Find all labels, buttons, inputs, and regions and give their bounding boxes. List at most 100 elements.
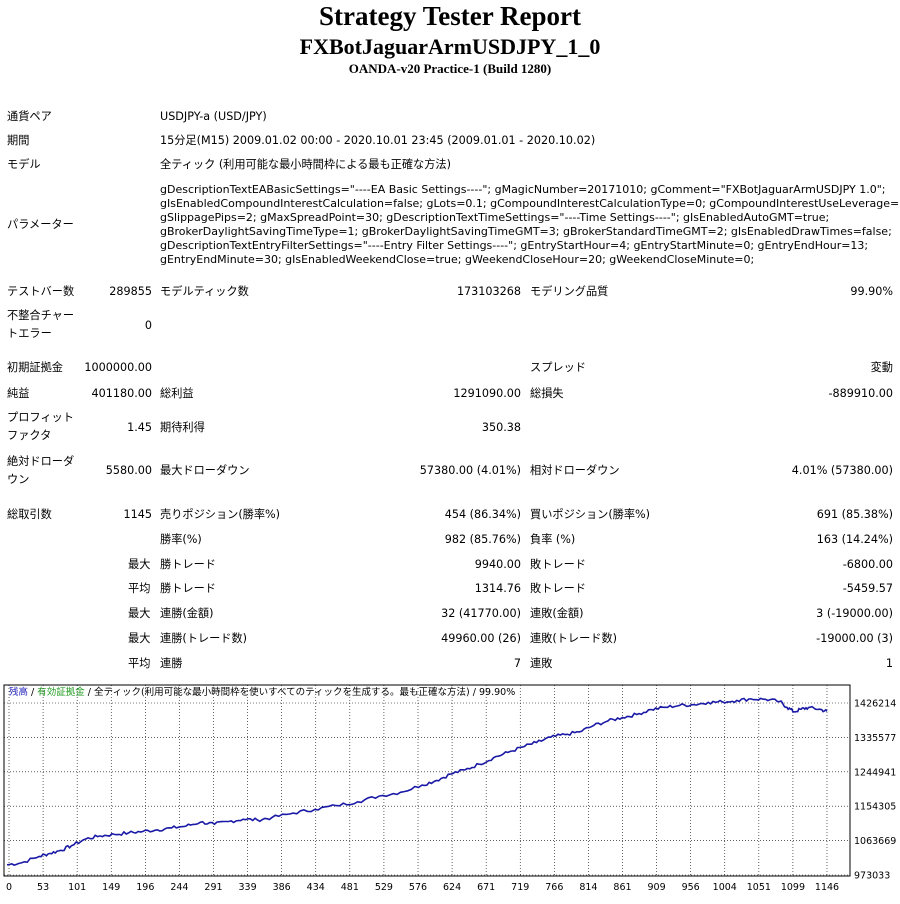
x-tick-label: 1146 (815, 882, 839, 893)
x-tick-label: 101 (68, 882, 86, 893)
chart-legend: 残高 / 有効証拠金 / 全ティック(利用可能な最小時間枠を使いすべてのティック… (9, 686, 515, 698)
y-tick-label: 1154305 (854, 802, 896, 813)
long-positions-value: 691 (85.38%) (816, 508, 893, 521)
rel-drawdown-label: 相対ドローダウン (530, 464, 620, 477)
params-label: パラメーター (7, 218, 74, 231)
max-cons-losses-label: 連敗(金額) (530, 607, 584, 620)
params-block: gDescriptionTextEABasicSettings="----EA … (160, 183, 900, 267)
total-trades-label: 総取引数 (7, 508, 52, 521)
chart-plot-area (3, 684, 851, 877)
x-tick-label: 671 (477, 882, 495, 893)
x-tick-label: 481 (341, 882, 359, 893)
x-tick-label: 291 (204, 882, 222, 893)
period-value: 15分足(M15) 2009.01.02 00:00 - 2020.10.01 … (160, 134, 596, 147)
params-line: gEntryEndMinute=30; gIsEnabledWeekendClo… (160, 253, 755, 266)
x-tick-label: 861 (613, 882, 631, 893)
loss-rate-label: 負率 (%) (530, 533, 576, 546)
max-label: 最大 (128, 558, 151, 571)
gross-loss-label: 総損失 (530, 387, 564, 400)
x-tick-label: 434 (307, 882, 325, 893)
short-positions-value: 454 (86.34%) (444, 508, 521, 521)
params-line: gSlippagePips=2; gMaxSpreadPoint=30; gDe… (160, 211, 830, 224)
gross-profit-value: 1291090.00 (453, 387, 521, 400)
net-profit-label: 純益 (7, 387, 30, 400)
mismatch-label-2: トエラー (7, 327, 52, 340)
x-tick-label: 149 (102, 882, 120, 893)
mismatch-value: 0 (144, 319, 152, 332)
abs-drawdown-label: 絶対ドローダ (7, 455, 75, 468)
net-profit-value: 401180.00 (91, 387, 153, 400)
x-tick-label: 1099 (781, 882, 805, 893)
symbol-value: USDJPY-a (USD/JPY) (160, 110, 267, 123)
deposit-label: 初期証拠金 (7, 361, 63, 374)
largest-loss-label: 敗トレード (530, 558, 586, 571)
avg-win-value: 1314.76 (474, 582, 521, 595)
total-trades-value: 1145 (123, 508, 152, 521)
max-cons-loss-label: 連敗(トレード数) (530, 632, 618, 645)
legend-balance: 残高 (9, 686, 28, 698)
x-tick-label: 624 (443, 882, 461, 893)
expected-payoff-value: 350.38 (481, 421, 521, 434)
x-tick-label: 0 (6, 882, 12, 893)
legend-quality: / 99.90% (470, 687, 515, 698)
model-value: 全ティック (利用可能な最小時間枠による最も正確な方法) (160, 158, 451, 171)
max-cons-wins-value: 32 (41770.00) (441, 607, 521, 620)
ticks-value: 173103268 (456, 285, 521, 298)
y-tick-label: 973033 (854, 871, 890, 882)
balance-line (6, 697, 828, 866)
max-cons-losses-value: 3 (-19000.00) (816, 607, 893, 620)
max-label: 最大 (128, 632, 151, 645)
ea-name: FXBotJaguarArmUSDJPY_1_0 (299, 34, 601, 59)
x-tick-label: 956 (682, 882, 700, 893)
params-line: gBrokerDaylightSavingTimeType=1; gBroker… (160, 225, 892, 238)
x-tick-label: 339 (239, 882, 257, 893)
gross-profit-label: 総利益 (160, 387, 194, 400)
x-tick-label: 1004 (713, 882, 737, 893)
avg-cons-wins-value: 7 (513, 657, 521, 670)
gross-loss-value: -889910.00 (828, 387, 893, 400)
largest-win-label: 勝トレード (160, 558, 216, 571)
bars-label: テストバー数 (7, 285, 75, 298)
avg-loss-label: 敗トレード (530, 582, 586, 595)
x-tick-label: 909 (648, 882, 666, 893)
spread-label: スプレッド (530, 361, 586, 374)
abs-drawdown-label-2: ウン (7, 473, 30, 486)
x-tick-label: 719 (511, 882, 529, 893)
avg-win-label: 勝トレード (160, 582, 216, 595)
max-cons-loss-value: -19000.00 (3) (816, 632, 893, 645)
deposit-value: 1000000.00 (84, 361, 152, 374)
spread-value: 変動 (870, 361, 893, 374)
ticks-label: モデルティック数 (160, 285, 249, 298)
rel-drawdown-value: 4.01% (57380.00) (791, 464, 893, 477)
loss-rate-value: 163 (14.24%) (816, 533, 893, 546)
model-label: モデル (7, 158, 41, 171)
x-axis-ticks: 0 53 101 149 196 244 291 339 386 434 481 529 576 624 6… (6, 882, 839, 893)
avg-label: 平均 (128, 657, 151, 670)
balance-chart: 残高 / 有効証拠金 / 全ティック(利用可能な最小時間枠を使いすべてのティック… (3, 684, 896, 893)
profit-factor-label-2: ファクタ (7, 429, 52, 442)
win-rate-label: 勝率(%) (160, 533, 202, 546)
quality-value: 99.90% (850, 285, 893, 298)
x-tick-label: 53 (37, 882, 49, 893)
largest-win-value: 9940.00 (474, 558, 521, 571)
symbol-label: 通貨ペア (7, 110, 52, 123)
max-label: 最大 (128, 607, 151, 620)
max-cons-profit-label: 連勝(トレード数) (160, 632, 248, 645)
x-tick-label: 1051 (747, 882, 771, 893)
largest-loss-value: -6800.00 (842, 558, 893, 571)
avg-cons-losses-label: 連敗 (530, 657, 553, 670)
short-positions-label: 売りポジション(勝率%) (160, 508, 281, 521)
win-rate-value: 982 (85.76%) (444, 533, 521, 546)
max-drawdown-value: 57380.00 (4.01%) (419, 464, 521, 477)
params-line: gDescriptionTextEABasicSettings="----EA … (160, 183, 886, 196)
max-cons-profit-value: 49960.00 (26) (441, 632, 521, 645)
long-positions-label: 買いポジション(勝率%) (530, 508, 651, 521)
avg-loss-value: -5459.57 (842, 582, 893, 595)
x-tick-label: 814 (579, 882, 597, 893)
quality-label: モデリング品質 (530, 285, 609, 298)
y-tick-label: 1063669 (854, 836, 896, 847)
profit-factor-value: 1.45 (127, 421, 152, 434)
profit-factor-label: プロフィット (7, 411, 74, 424)
y-tick-label: 1426214 (854, 699, 896, 710)
avg-label: 平均 (128, 582, 151, 595)
